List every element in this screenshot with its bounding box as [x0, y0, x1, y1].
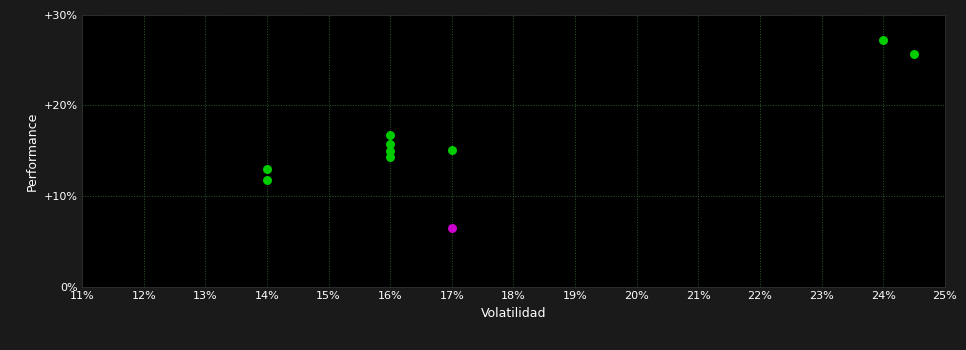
Point: [906, 51, 922, 57]
Y-axis label: Performance: Performance: [25, 111, 39, 190]
Point: [383, 148, 398, 154]
Point: [383, 154, 398, 160]
Point: [444, 147, 460, 153]
Point: [259, 166, 274, 172]
Point: [444, 225, 460, 231]
Point: [383, 132, 398, 137]
Point: [875, 37, 891, 43]
Point: [383, 142, 398, 147]
Point: [259, 177, 274, 183]
X-axis label: Volatilidad: Volatilidad: [481, 307, 546, 320]
